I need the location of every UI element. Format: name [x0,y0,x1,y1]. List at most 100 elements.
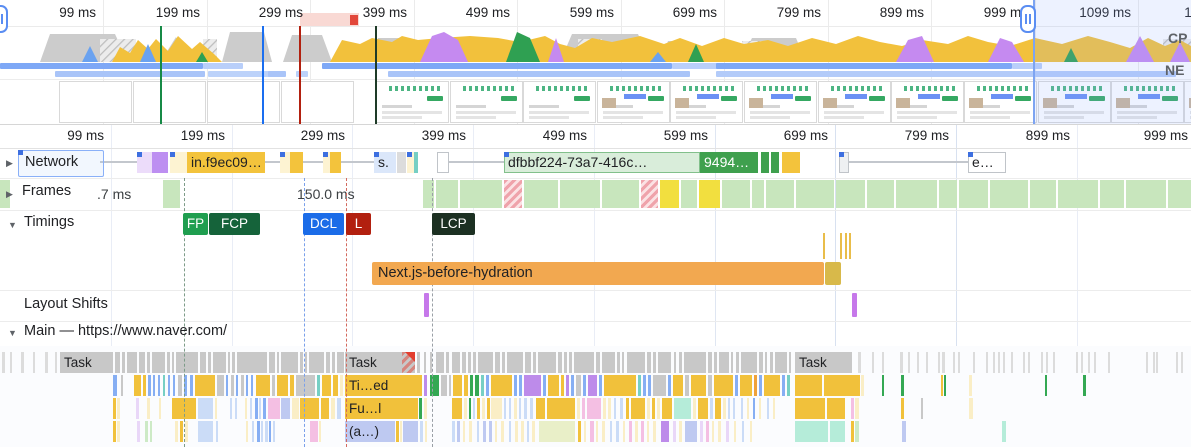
flame-event[interactable] [400,421,402,442]
frame-block[interactable] [939,180,957,208]
flame-event[interactable] [246,421,248,442]
network-request[interactable]: e… [968,152,1006,173]
flame-event[interactable] [509,398,511,419]
layout-shift-marker[interactable] [852,293,857,317]
network-request[interactable] [280,152,290,173]
flame-event[interactable] [482,398,485,419]
flame-event[interactable] [616,421,619,442]
flame-event[interactable] [578,421,581,442]
filmstrip-thumbnail[interactable] [744,81,817,123]
flame-task[interactable] [533,352,536,373]
flame-event[interactable] [263,398,266,419]
flame-event[interactable] [604,375,636,396]
flame-event[interactable] [710,398,713,419]
network-request[interactable]: in.f9ec09… [187,152,265,173]
flame-event[interactable] [290,375,294,396]
flame-task[interactable] [1081,352,1083,373]
flame-event[interactable] [252,421,254,442]
flame-event[interactable] [741,398,743,419]
flame-event[interactable] [175,421,178,442]
frame-block[interactable] [602,180,639,208]
frame-block[interactable] [0,180,10,208]
flame-event[interactable] [441,375,447,396]
flame-event[interactable] [113,398,116,419]
flame-event[interactable] [782,375,785,396]
user-timing-span[interactable]: Next.js-before-hydration [372,262,824,285]
flame-event[interactable] [277,375,288,396]
flame-event[interactable] [137,421,140,442]
network-request[interactable] [323,152,330,173]
flame-task[interactable] [332,352,335,373]
frame-block[interactable] [699,180,720,208]
flame-event[interactable] [337,398,341,419]
flame-task[interactable] [1146,352,1148,373]
flame-event[interactable] [759,375,762,396]
flame-event[interactable] [217,375,224,396]
network-request[interactable] [330,152,341,173]
flame-event[interactable] [882,375,884,396]
flame-event[interactable] [673,375,683,396]
flame-event[interactable] [610,421,612,442]
flame-task[interactable] [55,352,57,373]
flame-event[interactable] [463,421,465,442]
flame-event[interactable] [521,421,524,442]
flame-task[interactable] [1094,352,1096,373]
flame-event[interactable] [969,375,972,396]
flame-task[interactable] [1153,352,1155,373]
flame-event[interactable] [827,398,845,419]
flame-event[interactable] [824,375,860,396]
flame-event[interactable] [430,375,439,396]
flame-task[interactable] [33,352,35,373]
flame-event[interactable] [501,421,504,442]
flame-event[interactable] [587,398,601,419]
flame-task[interactable] [1028,352,1030,373]
flame-event[interactable] [1045,375,1047,396]
flame-task[interactable] [917,352,919,373]
flame-event[interactable] [754,375,757,396]
flame-event[interactable] [163,375,165,396]
flame-event[interactable] [635,421,638,442]
flame-event[interactable] [583,375,586,396]
flame-task[interactable] [122,352,125,373]
flame-event[interactable] [718,421,721,442]
flame-event[interactable] [489,421,492,442]
flame-event[interactable] [159,398,161,419]
flame-event[interactable] [576,375,581,396]
flame-event[interactable] [795,375,822,396]
flame-event[interactable]: (a…) [345,421,395,442]
flame-event[interactable] [733,398,735,419]
flame-event[interactable] [787,375,790,396]
flame-event[interactable] [527,421,529,442]
flame-event[interactable] [261,421,263,442]
flame-event[interactable] [750,421,752,442]
flame-task[interactable] [462,352,466,373]
flame-event[interactable] [246,375,248,396]
flame-event[interactable] [679,421,682,442]
flame-task[interactable] [115,352,120,373]
flame-event[interactable] [236,375,238,396]
flame-task[interactable] [998,352,1000,373]
user-timing-span[interactable] [825,262,841,285]
flame-event[interactable] [134,375,141,396]
flame-event[interactable] [333,375,338,396]
flame-event[interactable] [647,398,650,419]
flame-event[interactable] [504,398,506,419]
flame-event[interactable] [231,375,234,396]
flame-task[interactable] [1053,352,1055,373]
flame-task[interactable] [1156,352,1158,373]
filmstrip-thumbnail[interactable] [1038,81,1111,123]
flame-event[interactable] [742,421,744,442]
flame-event[interactable] [530,398,533,419]
flame-task[interactable] [953,352,955,373]
flame-event[interactable] [532,421,535,442]
flame-event[interactable] [548,375,559,396]
frame-block[interactable] [867,180,894,208]
flame-event[interactable] [509,421,511,442]
network-request[interactable] [397,152,406,173]
network-request[interactable] [414,152,418,173]
flame-task[interactable] [958,352,960,373]
frame-block[interactable] [752,180,764,208]
network-request[interactable] [437,152,449,173]
flame-task[interactable] [938,352,940,373]
chevron-down-icon[interactable]: ▼ [8,328,17,338]
